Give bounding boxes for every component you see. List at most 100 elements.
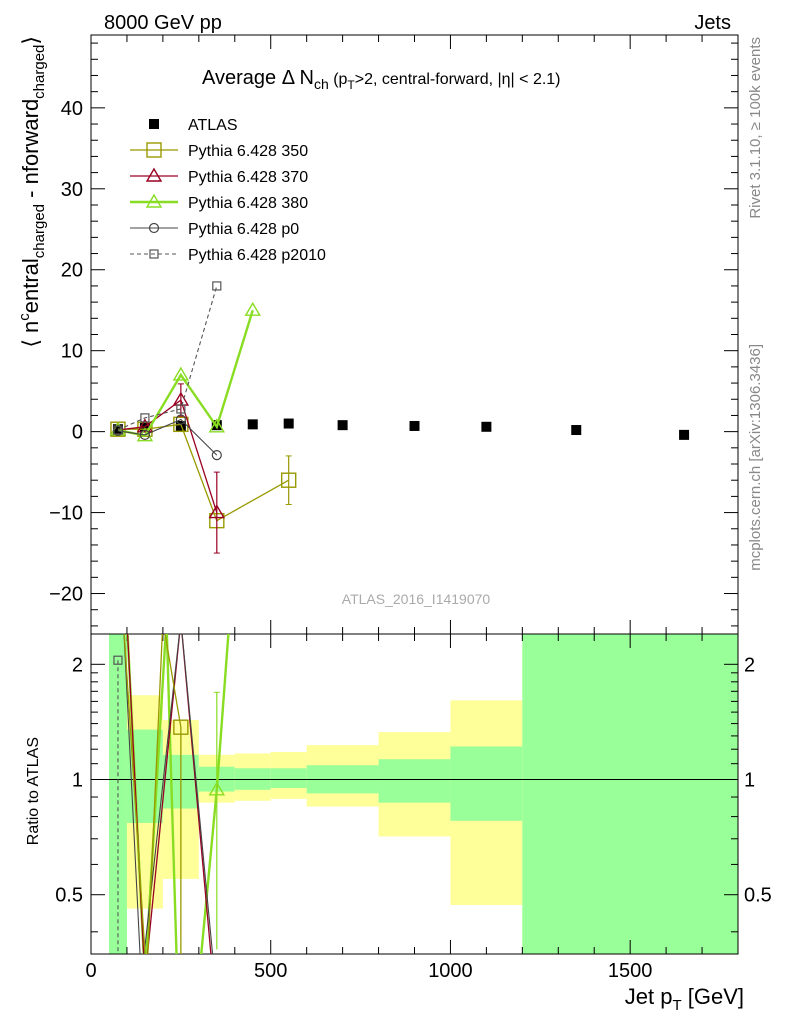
ylabel-close: ⟩ [18, 36, 43, 45]
series-atlas [112, 418, 690, 440]
xlabel-sub: T [672, 997, 681, 1014]
legend-marker [146, 142, 162, 158]
x-tick-label: 1500 [608, 960, 653, 982]
ratio-mc-line-3 [123, 634, 182, 954]
main-y-tick-label: −10 [49, 503, 83, 525]
ratio-uncertainty-bands [91, 634, 738, 954]
data-point [679, 429, 690, 440]
x-axis: 0 500 1000 1500 [85, 35, 739, 982]
main-y-tick-label: 30 [61, 179, 83, 201]
ratio-plot-series [113, 634, 230, 954]
legend-marker [149, 119, 159, 129]
data-point [176, 404, 186, 414]
title-main: Average Δ N [202, 67, 314, 89]
xlabel-b: [GeV] [682, 984, 744, 1009]
main-y-tick-label: 20 [61, 260, 83, 282]
data-point [212, 281, 222, 291]
data-point [280, 472, 297, 488]
title-p2: >2, central-forward, |η| < 2.1) [355, 71, 561, 88]
data-point [409, 420, 420, 431]
title-p1: (p [329, 71, 348, 88]
x-axis-title: Jet pT [GeV] [625, 984, 744, 1014]
ratio-y-tick-label-left: 1 [72, 770, 83, 792]
series-pythia-6-428-p2010 [113, 281, 222, 435]
ylabel-sub-b: charged [31, 45, 48, 99]
ratio-y-tick-label-right: 1 [744, 770, 755, 792]
ratio-mc-line-2 [123, 634, 214, 954]
ratio-y-tick-label-left: 0.5 [55, 885, 83, 907]
series-line [117, 285, 218, 431]
data-point [113, 425, 123, 435]
data-point [136, 418, 154, 433]
ratio-y-tick-label-left: 2 [72, 654, 83, 676]
data-point [283, 418, 294, 429]
main-y-tick-label: −20 [49, 584, 83, 606]
ratio-y-axis-title: Ratio to ATLAS [25, 737, 42, 845]
ylabel-a: entral [18, 258, 43, 313]
ratio-band-green-9 [522, 634, 738, 954]
data-point [139, 429, 151, 440]
legend-label: Pythia 6.428 370 [188, 169, 308, 186]
legend-entry: Pythia 6.428 380 [130, 193, 308, 212]
data-point [208, 418, 226, 433]
ratio-band-green-8 [450, 746, 523, 821]
ylabel-b: - n [18, 172, 43, 204]
data-point [175, 414, 186, 425]
main-y-axis-title: ⟨ ncentralcharged - nforwardcharged⟩ [16, 36, 48, 348]
data-point [173, 416, 189, 433]
series-line [117, 399, 218, 513]
ratio-band-green-5 [270, 768, 307, 789]
legend-label: ATLAS [188, 117, 238, 134]
legend-marker [145, 167, 163, 182]
data-point [244, 301, 261, 316]
legend-marker [149, 249, 159, 259]
legend: ATLAS Pythia 6.428 350 Pythia 6.428 370 Pyt… [130, 117, 326, 264]
legend-entry: Pythia 6.428 p0 [130, 221, 299, 238]
series-pythia-6-428-370 [109, 383, 226, 554]
ratio-band-green-7 [378, 759, 451, 803]
ylabel-sub-a: charged [31, 204, 48, 258]
main-y-tick-label: 0 [72, 422, 83, 444]
legend-entry: Pythia 6.428 370 [130, 167, 308, 186]
legend-entry: ATLAS [149, 117, 238, 134]
ratio-y-axis: 0.5 0.5 1 1 2 2 [55, 654, 772, 933]
ratio-y-tick-label-right: 2 [744, 654, 755, 676]
legend-label: Pythia 6.428 350 [188, 143, 308, 160]
data-point [481, 421, 492, 432]
ylabel-open: ⟨ n [18, 321, 43, 348]
header-left-label: 8000 GeV pp [104, 12, 222, 34]
xlabel-a: Jet p [625, 984, 673, 1009]
legend-marker [148, 222, 160, 234]
ratio-y-tick-label-right: 0.5 [744, 885, 772, 907]
ratio-data-point [208, 781, 226, 796]
data-point [337, 420, 348, 431]
legend-entry: Pythia 6.428 350 [130, 142, 308, 160]
legend-marker [145, 193, 163, 208]
series-line [117, 418, 218, 456]
ratio-data-point [113, 655, 123, 665]
ylabel-sup: c [16, 313, 33, 321]
legend-label: Pythia 6.428 p0 [188, 221, 299, 238]
legend-label: Pythia 6.428 p2010 [188, 247, 326, 264]
ratio-data-point [173, 719, 189, 735]
series-pythia-6-428-p0 [112, 414, 222, 461]
main-plot-series [109, 281, 690, 554]
legend-label: Pythia 6.428 380 [188, 195, 308, 212]
x-tick-label: 1000 [428, 960, 473, 982]
data-point [211, 450, 222, 461]
ratio-mc-line-1 [126, 634, 212, 954]
main-y-tick-label: 40 [61, 98, 83, 120]
x-tick-label: 0 [85, 960, 96, 982]
legend-entry: Pythia 6.428 p2010 [130, 247, 326, 264]
main-y-tick-label: 10 [61, 341, 83, 363]
mcplots-reference-label: mcplots.cern.ch [arXiv:1306.3436] [747, 344, 764, 571]
data-point [208, 504, 226, 519]
title-sub2: T [347, 78, 355, 92]
data-point [247, 419, 258, 430]
main-plot-title: Average Δ Nch (pT>2, central-forward, |η… [202, 67, 561, 92]
data-point [571, 425, 582, 436]
ylabel-c: forward [18, 99, 43, 172]
analysis-watermark: ATLAS_2016_I1419070 [342, 591, 491, 607]
title-sub1: ch [314, 76, 329, 92]
